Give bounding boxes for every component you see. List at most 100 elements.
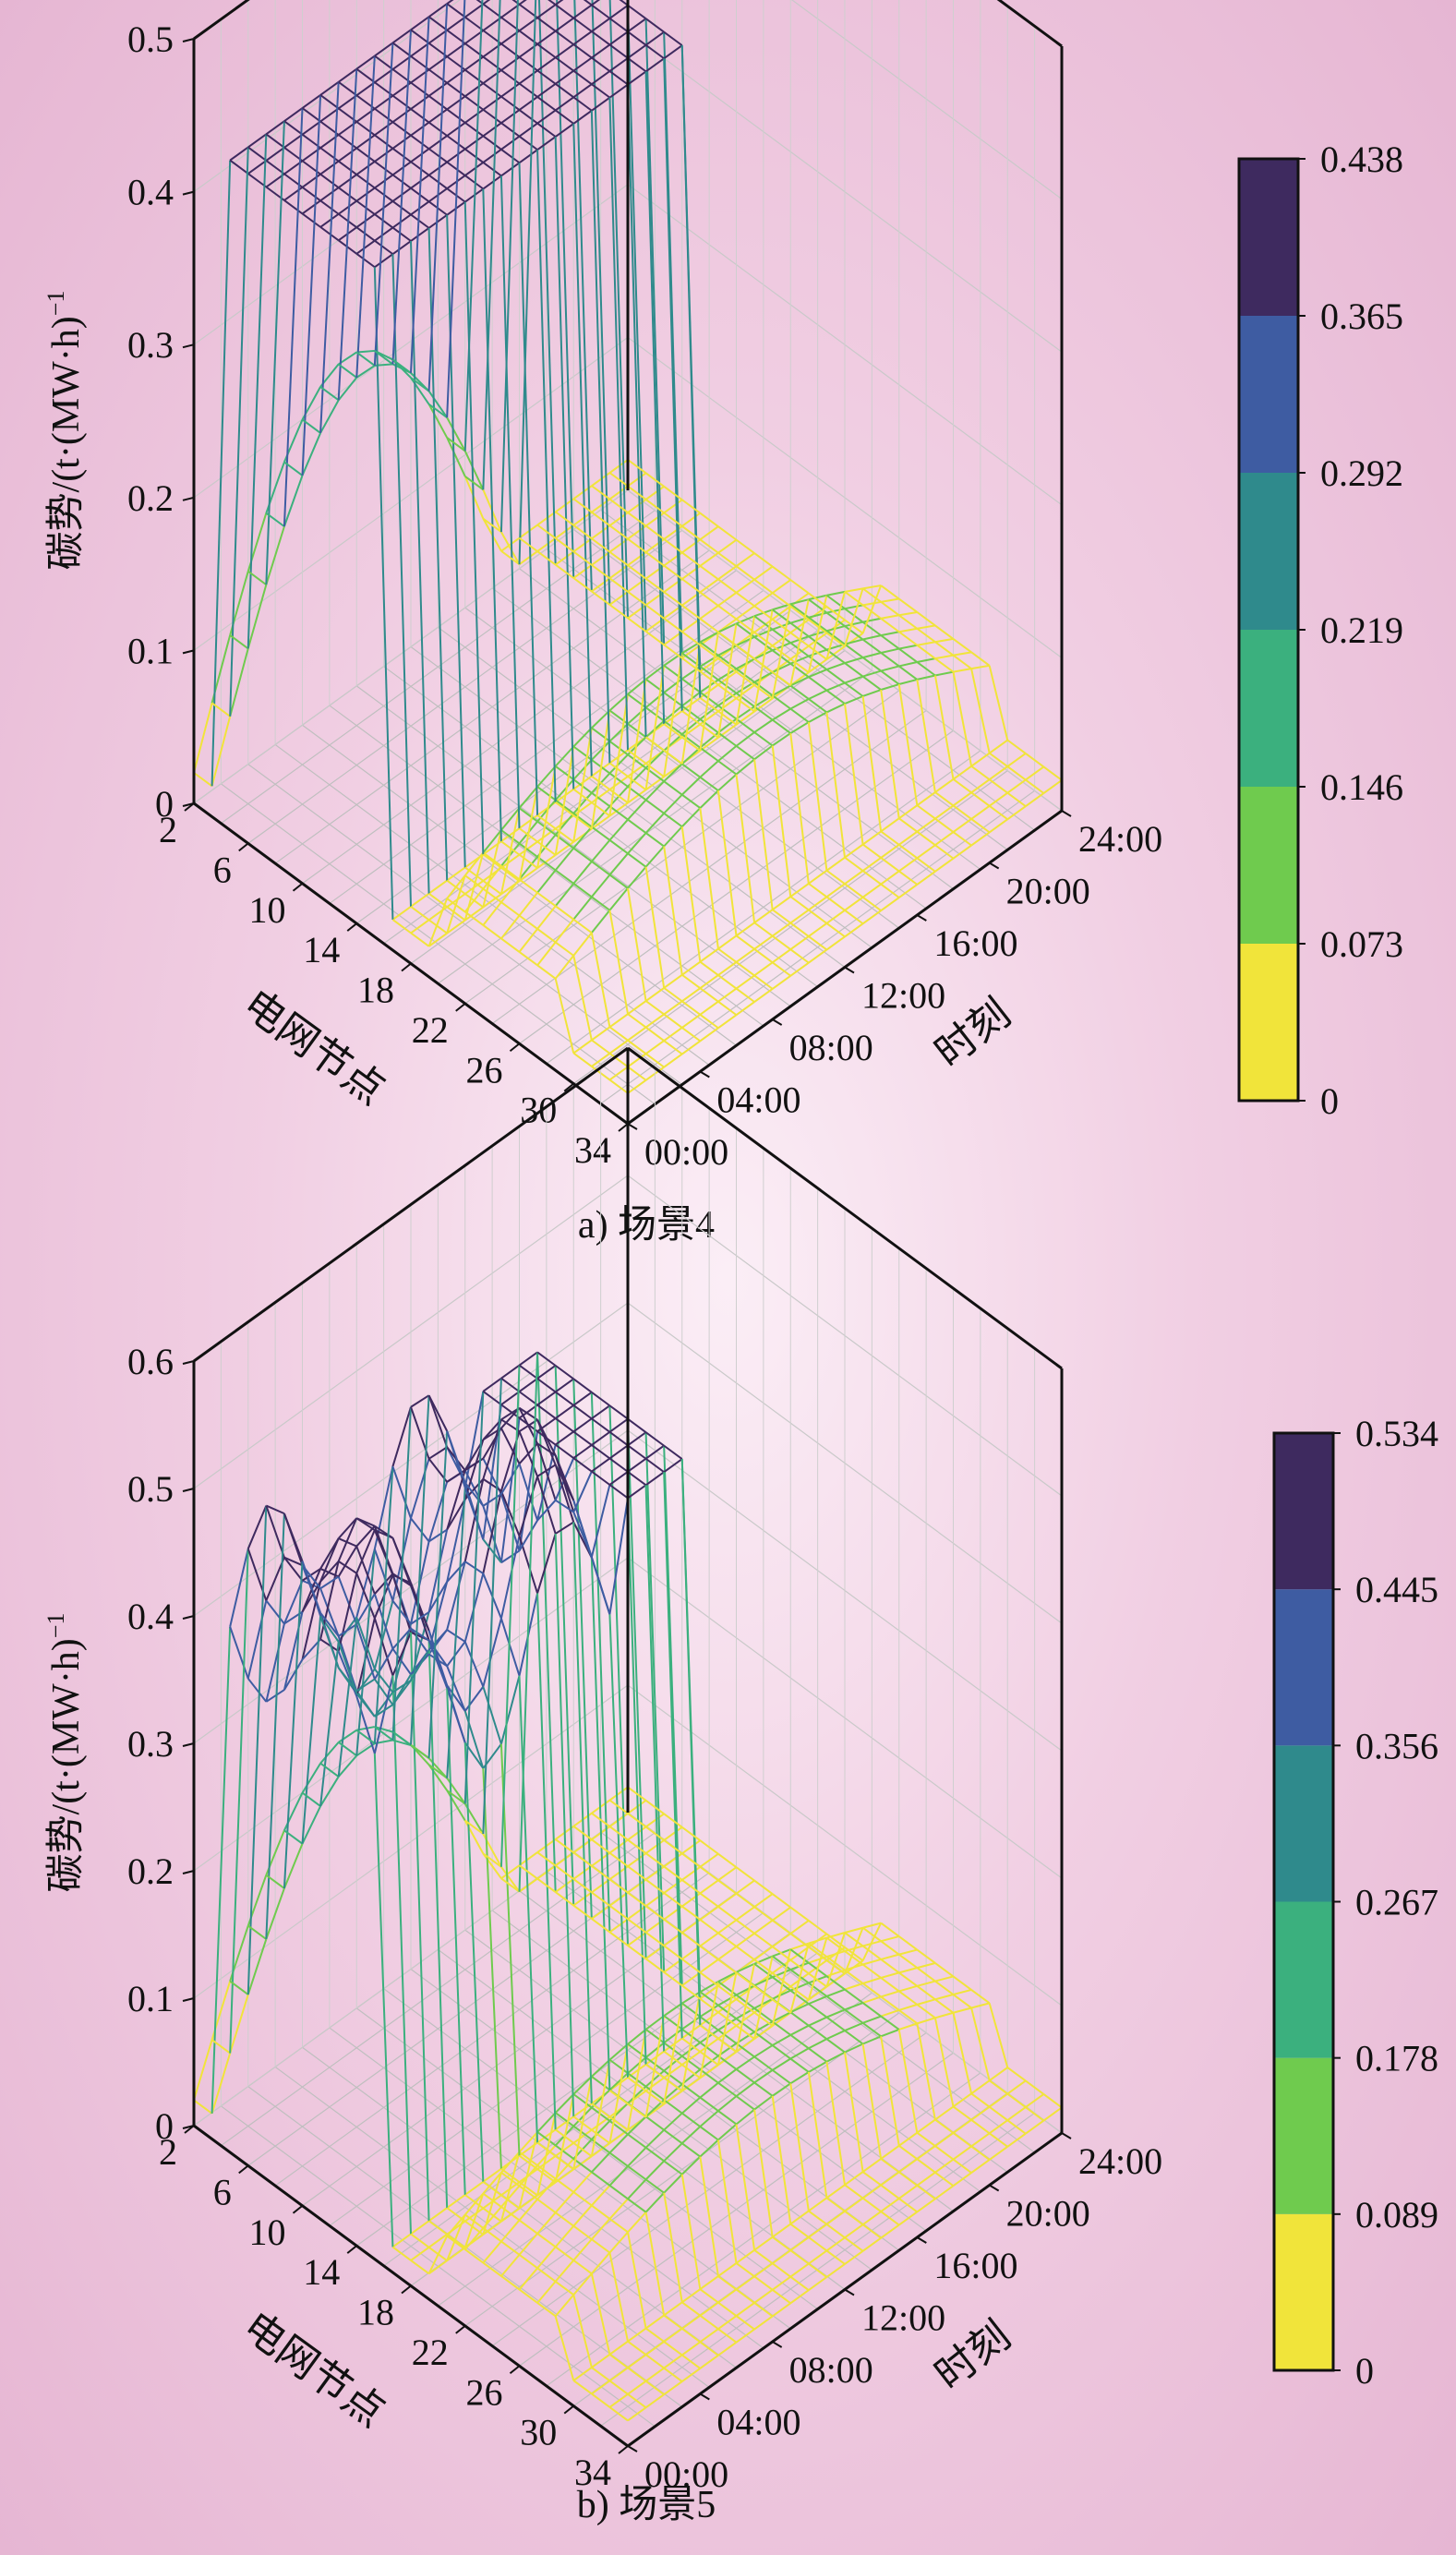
surface-line: [717, 697, 738, 713]
surface-line: [536, 827, 557, 843]
surface-line: [536, 814, 557, 830]
surface-line: [572, 932, 593, 957]
surface-line: [789, 2071, 810, 2085]
surface-line: [482, 829, 502, 908]
surface-line: [681, 2314, 701, 2330]
surface-line: [844, 662, 864, 678]
surface-line: [572, 2259, 593, 2275]
surface-line: [427, 919, 448, 934]
surface-line: [663, 2174, 683, 2194]
surface-line: [518, 853, 538, 869]
surface-line: [608, 852, 629, 876]
surface-line: [464, 175, 484, 190]
surface-line: [355, 81, 376, 97]
surface-line: [772, 565, 791, 581]
surface-line: [772, 896, 791, 910]
surface-line: [374, 1726, 393, 1733]
surface-line: [772, 974, 791, 990]
surface-line: [735, 2055, 755, 2070]
surface-line: [717, 1852, 738, 1868]
surface-line: [825, 2030, 846, 2041]
time-tick: [989, 2184, 1000, 2192]
figure-caption: a) 场景4: [578, 1204, 715, 1247]
surface-line: [644, 1878, 665, 1894]
node-tick: [509, 1042, 521, 1053]
surface-line: [716, 2139, 738, 2264]
surface-line: [699, 789, 719, 809]
z-axis-label-sup: −1: [42, 291, 69, 317]
surface-line: [753, 2031, 774, 2046]
surface-line: [862, 617, 882, 623]
surface-line: [952, 791, 972, 807]
surface-line: [663, 987, 683, 1003]
surface-line: [644, 1432, 666, 1972]
surface-line: [518, 1364, 538, 1380]
surface-line: [608, 1891, 629, 1907]
surface-line: [319, 187, 340, 202]
surface-line: [446, 148, 466, 163]
surface-line: [446, 2214, 466, 2261]
time-tick-label: 08:00: [789, 1027, 873, 1068]
surface-line: [898, 610, 918, 617]
surface-line: [283, 1557, 304, 1582]
colorbar-segment: [1239, 159, 1298, 316]
surface-line: [591, 826, 611, 841]
surface-line: [337, 1754, 358, 1778]
surface-line: [681, 1852, 701, 1868]
surface-line: [627, 2147, 647, 2167]
surface-line: [826, 590, 846, 597]
surface-line: [825, 591, 846, 660]
surface-line: [464, 2220, 484, 2236]
surface-line: [880, 601, 900, 617]
surface-line: [410, 227, 430, 242]
surface-line: [898, 627, 918, 633]
surface-line: [627, 1471, 647, 1487]
surface-line: [536, 109, 557, 125]
surface-line: [699, 1906, 719, 1921]
surface-line: [627, 832, 647, 854]
surface-line: [500, 2240, 521, 2256]
surface-line: [644, 706, 665, 722]
surface-line: [1006, 2092, 1027, 2108]
node-tick-label: 14: [303, 2251, 340, 2293]
surface-line: [355, 1573, 376, 1619]
surface-line: [247, 584, 268, 649]
surface-line: [193, 2039, 213, 2101]
surface-line: [374, 213, 394, 229]
surface-line: [934, 844, 955, 860]
surface-line: [644, 1931, 665, 1947]
surface-line: [808, 869, 828, 885]
surface-line: [446, 1790, 466, 1822]
surface-line: [735, 774, 756, 923]
surface-line: [627, 1444, 647, 1460]
surface-line: [427, 2207, 448, 2223]
surface-line: [681, 1958, 701, 1973]
surface-line: [735, 1998, 755, 2014]
surface-line: [717, 631, 738, 646]
surface-line: [898, 661, 918, 668]
surface-line: [391, 108, 412, 124]
surface-line: [627, 1000, 647, 1015]
surface-line: [644, 18, 666, 645]
surface-line: [916, 2023, 936, 2120]
surface-line: [536, 1391, 557, 1406]
surface-line: [898, 2198, 918, 2213]
surface-line: [789, 2083, 810, 2212]
surface-line: [699, 2029, 719, 2043]
surface-line: [499, 1675, 521, 1744]
surface-line: [572, 1039, 593, 1055]
figure-caption: b) 场景5: [577, 2484, 716, 2526]
floor-gridline: [519, 2052, 954, 2367]
surface-line: [482, 1493, 502, 1507]
surface-line: [627, 2029, 647, 2045]
surface-line: [644, 832, 665, 848]
surface-line: [355, 67, 376, 83]
surface-line: [410, 134, 430, 150]
surface-line: [680, 1459, 702, 2026]
surface-line: [699, 2011, 719, 2027]
surface-line: [717, 578, 738, 594]
surface-line: [644, 845, 665, 868]
surface-line: [789, 2011, 810, 2027]
surface-line: [735, 1919, 755, 1934]
surface-line: [880, 897, 900, 911]
